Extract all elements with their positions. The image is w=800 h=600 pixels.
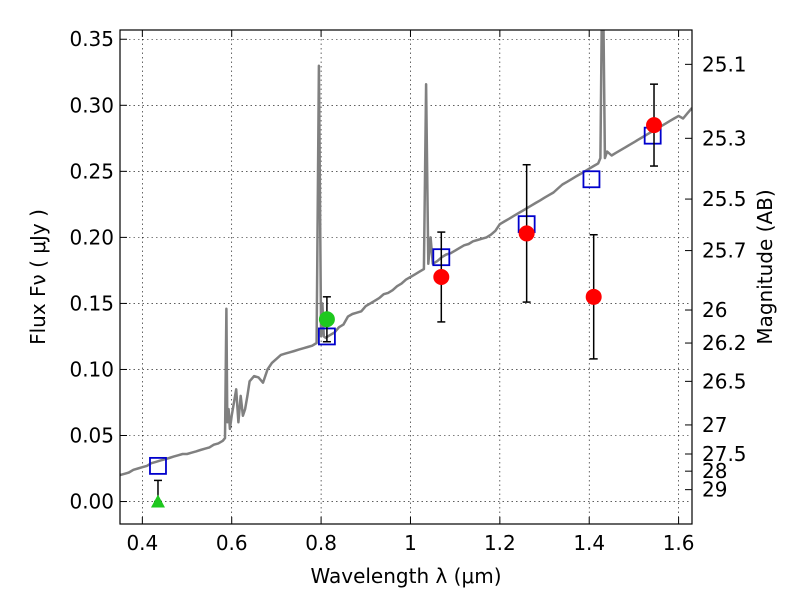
y-tick-label: 0.00 (69, 490, 114, 514)
right-tick-label: 29 (702, 478, 727, 502)
y-tick-label: 0.10 (69, 357, 114, 381)
x-axis-label: Wavelength λ (μm) (310, 564, 501, 588)
data-point-marker (318, 311, 335, 328)
spectrum-line (120, 30, 692, 477)
right-tick-label: 25.7 (702, 239, 747, 263)
x-tick-label: 1.4 (573, 531, 605, 555)
right-tick-label: 27.5 (702, 442, 747, 466)
right-tick-label: 26.5 (702, 369, 747, 393)
x-tick-label: 1 (404, 531, 417, 555)
y-tick-label: 0.05 (69, 424, 114, 448)
y-tick-label: 0.25 (69, 159, 114, 183)
right-tick-label: 26 (702, 298, 727, 322)
data-point-marker (646, 117, 663, 134)
right-tick-label: 26.2 (702, 331, 747, 355)
x-tick-label: 0.8 (305, 531, 337, 555)
x-tick-label: 1.2 (484, 531, 516, 555)
right-axis-label: Magnitude (AB) (753, 189, 777, 344)
right-tick-label: 25.5 (702, 187, 747, 211)
right-tick-label: 25.1 (702, 52, 747, 76)
model-square-marker (582, 170, 601, 189)
data-point-marker (518, 225, 535, 242)
right-tick-label: 27 (702, 413, 727, 437)
x-tick-label: 0.6 (216, 531, 248, 555)
upper-limit-marker (150, 494, 165, 508)
y-axis-label: Flux Fν ( μJy ) (26, 209, 50, 345)
plot-area (120, 30, 692, 508)
x-tick-label: 1.6 (663, 531, 695, 555)
model-square-marker (149, 456, 167, 475)
axis-ticks: 0.4 0.6 0.8 1 1.2 1.4 1.6 0.00 0.05 0.10 0.15 0.20 0… (69, 27, 746, 555)
y-tick-label: 0.20 (69, 225, 114, 249)
data-point-marker (585, 288, 602, 305)
grid-lines (120, 30, 692, 524)
plot-frame (119, 29, 693, 525)
right-tick-label: 28 (702, 459, 727, 483)
x-tick-label: 0.4 (126, 531, 158, 555)
y-tick-label: 0.15 (69, 291, 114, 315)
y-tick-label: 0.35 (69, 27, 114, 51)
right-tick-label: 25.3 (702, 126, 747, 150)
y-tick-label: 0.30 (69, 93, 114, 117)
data-point-marker (433, 269, 450, 285)
